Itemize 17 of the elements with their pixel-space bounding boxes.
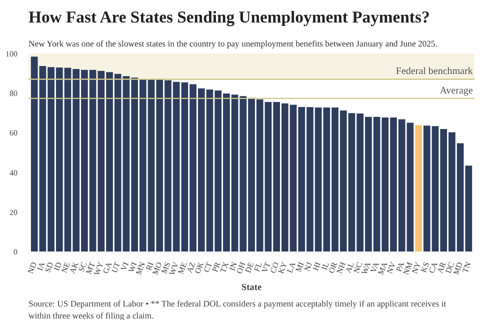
y-tick-label: 40 — [10, 168, 18, 178]
source-note: Source: US Department of Labor • ** The federal DOL considers a payment acceptably timely if an applicant receives it within three weeks of filing a claim. — [28, 298, 447, 320]
x-tick-label: ME — [176, 260, 189, 276]
y-tick-label: 20 — [10, 208, 18, 217]
y-tick-label: 60 — [10, 128, 18, 138]
bar — [415, 125, 422, 252]
y-tick-label: 100 — [6, 50, 18, 58]
x-tick-label: MN — [134, 260, 148, 276]
ref-line-label: Average — [440, 85, 474, 96]
ref-line-label: Federal benchmark — [396, 66, 473, 78]
y-tick-label: 80 — [10, 89, 18, 98]
x-axis-title: State — [241, 283, 262, 294]
chart-subtitle: New York was one of the slowest states in the country to pay unemployment benefits between January and June 2025. — [28, 38, 438, 48]
y-tick-label: 0 — [14, 248, 18, 256]
chart-title: How Fast Are States Sending Unemployment Payments? — [28, 8, 430, 26]
x-tick-label: TN — [460, 260, 473, 274]
x-tick-label: ND — [26, 260, 39, 275]
